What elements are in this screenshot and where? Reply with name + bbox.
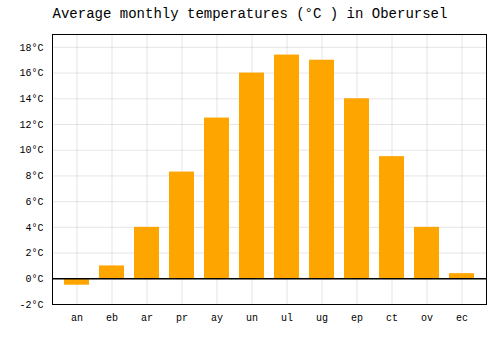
svg-text:ep: ep [351, 313, 363, 324]
svg-text:16°C: 16°C [19, 68, 43, 79]
svg-text:4°C: 4°C [25, 223, 43, 234]
svg-text:ov: ov [421, 313, 433, 324]
svg-text:-2°C: -2°C [19, 300, 43, 311]
svg-text:14°C: 14°C [19, 94, 43, 105]
svg-text:8°C: 8°C [25, 171, 43, 182]
svg-text:6°C: 6°C [25, 197, 43, 208]
svg-text:ct: ct [386, 313, 398, 324]
svg-text:18°C: 18°C [19, 43, 43, 54]
svg-text:eb: eb [106, 313, 118, 324]
svg-text:ug: ug [316, 313, 328, 324]
svg-text:un: un [246, 313, 258, 324]
svg-text:2°C: 2°C [25, 248, 43, 259]
svg-text:pr: pr [176, 313, 188, 324]
svg-text:ul: ul [281, 313, 293, 324]
svg-text:ay: ay [211, 313, 223, 324]
svg-text:an: an [71, 313, 83, 324]
svg-text:0°C: 0°C [25, 274, 43, 285]
svg-text:ec: ec [456, 313, 468, 324]
svg-text:10°C: 10°C [19, 145, 43, 156]
html-text:Average monthly temperatures (: Average monthly temperatures (°C ) in Ob… [52, 6, 448, 22]
svg-text:12°C: 12°C [19, 120, 43, 131]
svg-text:ar: ar [141, 313, 153, 324]
